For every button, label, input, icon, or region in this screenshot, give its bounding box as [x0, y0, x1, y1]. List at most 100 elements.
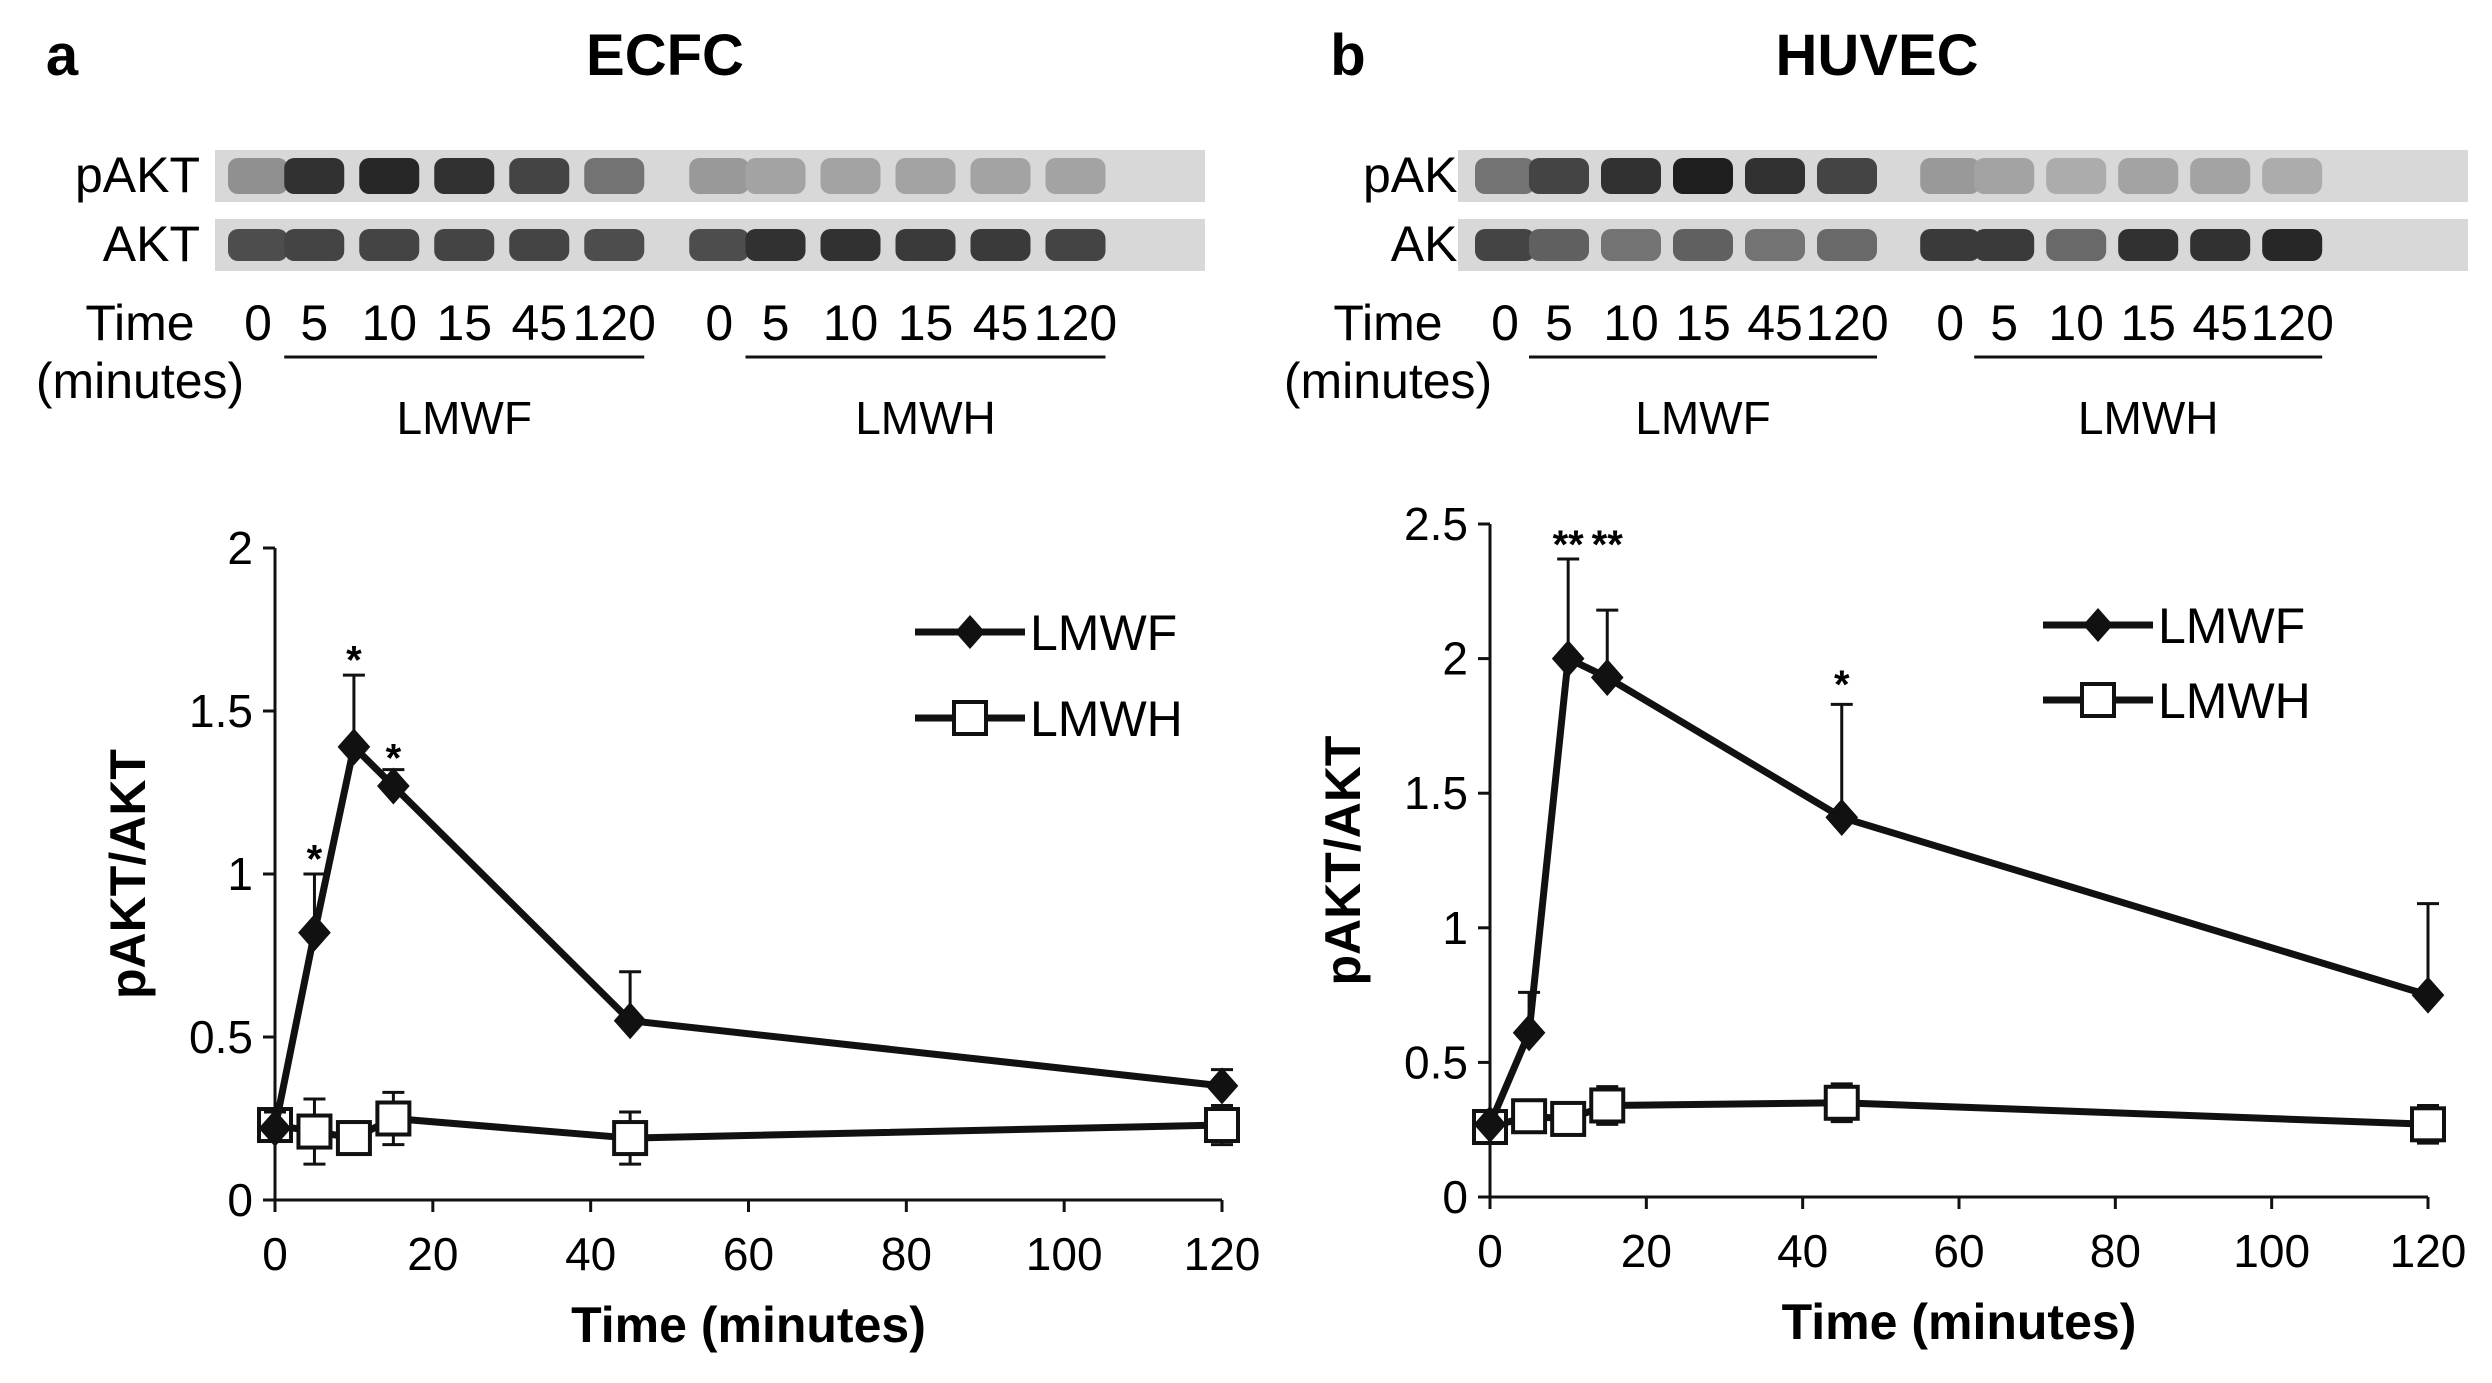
akt-band — [1817, 229, 1877, 261]
time-lane-label: 120 — [2250, 295, 2333, 351]
legend-label: LMWH — [2158, 673, 2311, 729]
series-line — [271, 743, 1223, 1129]
legend-marker — [2083, 608, 2113, 642]
time-lane-label: 5 — [762, 295, 790, 351]
pakt-band — [1475, 158, 1535, 194]
akt-band — [1045, 229, 1106, 261]
akt-band — [284, 229, 345, 261]
akt-band — [1974, 229, 2035, 261]
time-unit-label: (minutes) — [36, 353, 244, 409]
y-tick-label: 0 — [1442, 1171, 1468, 1223]
akt-band — [584, 229, 645, 261]
legend-label: LMWF — [1030, 605, 1177, 661]
time-unit-label: (minutes) — [1284, 353, 1492, 409]
time-lane-label: 15 — [2120, 295, 2176, 351]
pakt-band — [1601, 158, 1661, 194]
legend-marker — [2080, 682, 2116, 718]
panel-letter: a — [46, 23, 79, 88]
y-tick-label: 2.5 — [1404, 498, 1468, 550]
akt-band — [970, 229, 1031, 261]
pakt-band — [1974, 158, 2035, 194]
time-lane-label: 120 — [1805, 295, 1888, 351]
pakt-band — [2190, 158, 2251, 194]
time-lane-label: 5 — [1545, 295, 1573, 351]
data-point — [335, 1120, 372, 1157]
akt-row-label: AKT — [103, 216, 200, 272]
time-lane-label: 45 — [1747, 295, 1803, 351]
significance-star: * — [346, 639, 362, 683]
pakt-band — [820, 158, 881, 194]
akt-band — [2262, 229, 2323, 261]
akt-band — [745, 229, 806, 261]
data-point — [298, 914, 331, 952]
x-tick-label: 100 — [2233, 1225, 2310, 1277]
significance-star: ** — [1553, 523, 1585, 567]
legend-marker — [955, 615, 985, 649]
x-tick-label: 120 — [1184, 1228, 1261, 1280]
pakt-row-label: pAKT — [75, 147, 200, 203]
data-point — [1590, 658, 1624, 696]
akt-band — [1920, 229, 1981, 261]
series-LMWF — [258, 673, 1239, 1147]
x-tick-label: 20 — [1621, 1225, 1672, 1277]
pakt-band — [2046, 158, 2107, 194]
y-tick-label: 2 — [227, 522, 253, 574]
akt-band — [434, 229, 495, 261]
time-lane-label: 10 — [1603, 295, 1659, 351]
pakt-band — [1745, 158, 1805, 194]
pakt-band — [1673, 158, 1733, 194]
akt-band — [2046, 229, 2107, 261]
significance-star: * — [1834, 663, 1850, 707]
data-point — [1589, 1087, 1626, 1124]
x-tick-label: 40 — [565, 1228, 616, 1280]
time-lane-label: 45 — [511, 295, 567, 351]
pakt-band — [2262, 158, 2323, 194]
treatment-label: LMWH — [855, 392, 996, 444]
y-tick-label: 1.5 — [1404, 767, 1468, 819]
data-point — [1511, 1098, 1548, 1135]
x-tick-label: 20 — [407, 1228, 458, 1280]
panel-letter: b — [1330, 23, 1365, 88]
data-point — [1550, 1100, 1587, 1137]
x-tick-label: 100 — [1026, 1228, 1103, 1280]
significance-star: * — [307, 837, 323, 881]
series-LMWH — [257, 1090, 1240, 1166]
time-lane-label: 10 — [823, 295, 879, 351]
akt-band — [2118, 229, 2179, 261]
y-tick-label: 1.5 — [189, 685, 253, 737]
series-line — [1489, 1099, 2429, 1131]
x-tick-label: 40 — [1777, 1225, 1828, 1277]
data-point — [1512, 1014, 1546, 1052]
time-lane-label: 45 — [2192, 295, 2248, 351]
time-label: Time — [85, 295, 194, 351]
data-point — [1204, 1107, 1240, 1144]
time-lane-label: 5 — [300, 295, 328, 351]
time-lane-label: 15 — [436, 295, 492, 351]
significance-star: ** — [1592, 523, 1624, 567]
x-axis-title: Time (minutes) — [1782, 1294, 2137, 1350]
data-point — [377, 767, 410, 805]
x-tick-label: 80 — [2090, 1225, 2141, 1277]
pakt-band — [359, 158, 420, 194]
pakt-band — [509, 158, 570, 194]
panel-title: HUVEC — [1775, 23, 1978, 88]
line-chart: 0 0.5 1 1.5 2 2.5 0 20 40 60 80 100 120 Time (minutes… — [1315, 498, 2466, 1350]
pakt-band — [228, 158, 288, 194]
akt-band — [2190, 229, 2251, 261]
y-tick-label: 1 — [227, 848, 253, 900]
time-lane-label: 0 — [705, 295, 733, 351]
data-point — [1473, 1105, 1507, 1143]
pakt-band — [895, 158, 956, 194]
pakt-band — [434, 158, 495, 194]
data-point — [2410, 1106, 2446, 1143]
treatment-label: LMWF — [1635, 392, 1770, 444]
akt-band — [509, 229, 570, 261]
pakt-band — [745, 158, 806, 194]
x-axis-title: Time (minutes) — [571, 1297, 926, 1353]
akt-band — [1529, 229, 1589, 261]
y-tick-label: 0.5 — [189, 1011, 253, 1063]
pakt-band — [1045, 158, 1106, 194]
